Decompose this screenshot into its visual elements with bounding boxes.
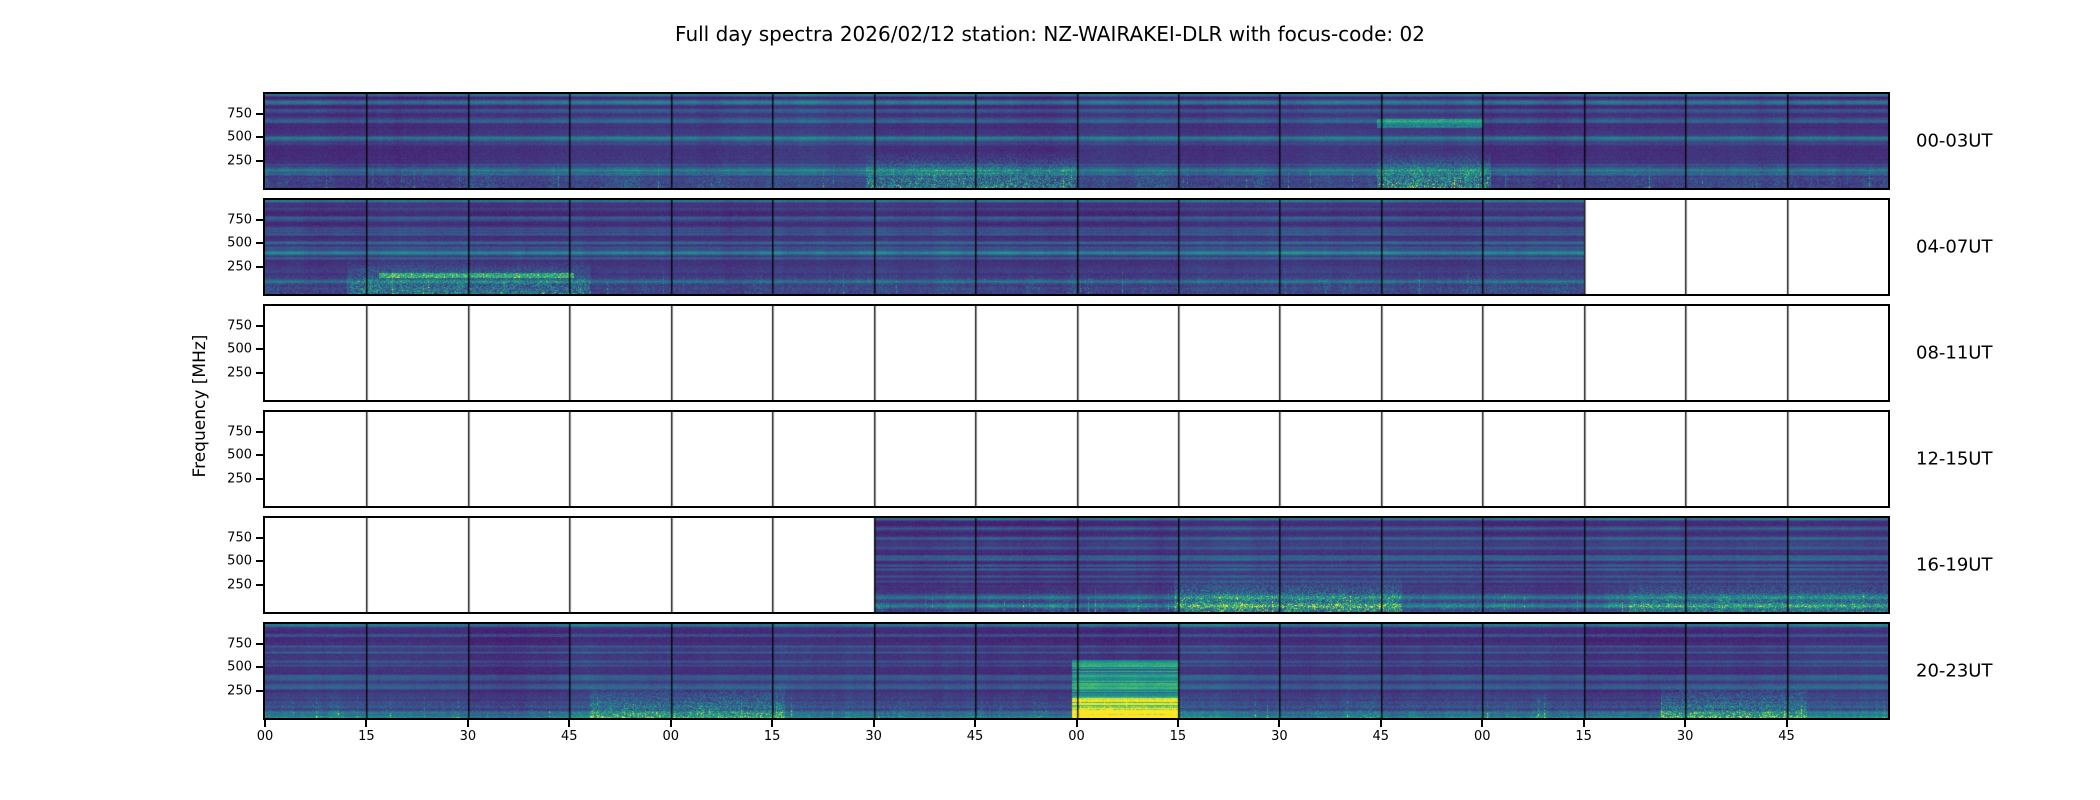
x-tick-mark — [974, 720, 977, 727]
spectrogram-canvas — [265, 412, 1888, 506]
spectrogram-canvas — [265, 94, 1888, 188]
x-tick-mark — [1278, 720, 1281, 727]
y-tick-mark — [256, 112, 263, 115]
row-time-label: 04-07UT — [1916, 236, 1993, 258]
x-tick-label: 45 — [1778, 729, 1795, 744]
y-tick-label: 500 — [227, 341, 252, 357]
x-tick-label: 30 — [1676, 729, 1694, 744]
x-tick-mark — [568, 720, 571, 727]
row-time-label: 12-15UT — [1916, 448, 1993, 470]
x-tick-mark — [1075, 720, 1078, 727]
x-tick-label: 45 — [1372, 729, 1390, 744]
row-time-label: 20-23UT — [1916, 660, 1993, 682]
y-tick-label: 250 — [227, 683, 252, 699]
spectrogram-canvas — [265, 200, 1888, 294]
y-tick-label: 500 — [227, 235, 252, 251]
y-tick-label: 250 — [227, 471, 252, 487]
y-tick-mark — [256, 371, 263, 374]
y-tick-mark — [256, 242, 263, 245]
y-tick-mark — [256, 136, 263, 139]
y-tick-label: 250 — [227, 259, 252, 275]
spectrogram-row-04-07ut: 750 500 250 04-07UT — [227, 198, 1992, 296]
y-tick-mark — [256, 477, 263, 480]
y-tick-label: 500 — [227, 553, 252, 569]
x-tick-label: 45 — [966, 729, 984, 744]
y-tick-mark — [256, 159, 263, 162]
spectrogram-row-00-03ut: 750 500 250 00-03UT — [227, 92, 1992, 190]
y-tick-mark — [256, 265, 263, 268]
x-tick-label: 30 — [1271, 729, 1288, 744]
y-tick-mark — [256, 666, 263, 669]
chart-title: Full day spectra 2026/02/12 station: NZ-… — [675, 22, 1425, 46]
y-tick-mark — [256, 689, 263, 692]
y-tick-label: 250 — [227, 153, 252, 169]
spectrogram-row-08-11ut: 750 500 250 08-11UT — [227, 304, 1992, 402]
spectrogram-row-20-23ut: 750 500 250 20-23UT — [227, 622, 1992, 720]
x-tick-mark — [1684, 720, 1687, 727]
spectrogram-canvas — [265, 624, 1888, 718]
y-tick-mark — [256, 642, 263, 645]
y-tick-label: 750 — [227, 530, 252, 546]
spectrogram-canvas — [265, 518, 1888, 612]
x-tick-mark — [669, 720, 672, 727]
x-tick-mark — [771, 720, 774, 727]
x-tick-label: 00 — [662, 729, 680, 744]
y-tick-label: 750 — [227, 106, 252, 122]
row-time-label: 16-19UT — [1916, 554, 1993, 576]
y-tick-label: 750 — [227, 424, 252, 440]
x-tick-label: 15 — [358, 729, 375, 744]
x-tick-mark — [1582, 720, 1585, 727]
spectrogram-canvas — [265, 306, 1888, 400]
y-tick-mark — [256, 583, 263, 586]
x-tick-mark — [1379, 720, 1382, 727]
spectrogram-row-12-15ut: 750 500 250 12-15UT — [227, 410, 1992, 508]
x-tick-mark — [1481, 720, 1484, 727]
y-tick-mark — [256, 218, 263, 221]
row-time-label: 08-11UT — [1916, 342, 1993, 364]
x-tick-label: 30 — [865, 729, 882, 744]
x-tick-mark — [872, 720, 875, 727]
x-tick-label: 00 — [1473, 729, 1491, 744]
x-tick-mark — [1176, 720, 1179, 727]
x-tick-label: 15 — [1575, 729, 1592, 744]
y-tick-mark — [256, 324, 263, 327]
y-tick-label: 500 — [227, 129, 252, 145]
x-tick-label: 15 — [763, 729, 781, 744]
y-tick-label: 250 — [227, 365, 252, 381]
x-tick-mark — [365, 720, 368, 727]
x-tick-mark — [1785, 720, 1788, 727]
y-tick-label: 250 — [227, 577, 252, 593]
x-tick-label: 45 — [561, 729, 578, 744]
x-tick-mark — [466, 720, 469, 727]
y-tick-mark — [256, 430, 263, 433]
y-tick-label: 500 — [227, 659, 252, 675]
x-axis: 00 15 30 45 00 15 30 45 00 15 30 45 00 15 30 45 — [257, 720, 1888, 754]
x-tick-label: 00 — [1068, 729, 1085, 744]
y-tick-mark — [256, 536, 263, 539]
row-time-label: 00-03UT — [1916, 130, 1993, 152]
y-tick-label: 750 — [227, 212, 252, 228]
spectrogram-row-16-19ut: 750 500 250 16-19UT — [227, 516, 1992, 614]
x-tick-label: 30 — [459, 729, 477, 744]
y-tick-label: 500 — [227, 447, 252, 463]
x-tick-label: 15 — [1169, 729, 1187, 744]
y-tick-label: 750 — [227, 636, 252, 652]
y-tick-mark — [256, 348, 263, 351]
x-tick-mark — [264, 720, 266, 727]
y-tick-label: 750 — [227, 318, 252, 334]
y-tick-mark — [256, 454, 263, 457]
x-tick-label: 00 — [256, 729, 274, 744]
y-tick-mark — [256, 560, 263, 563]
